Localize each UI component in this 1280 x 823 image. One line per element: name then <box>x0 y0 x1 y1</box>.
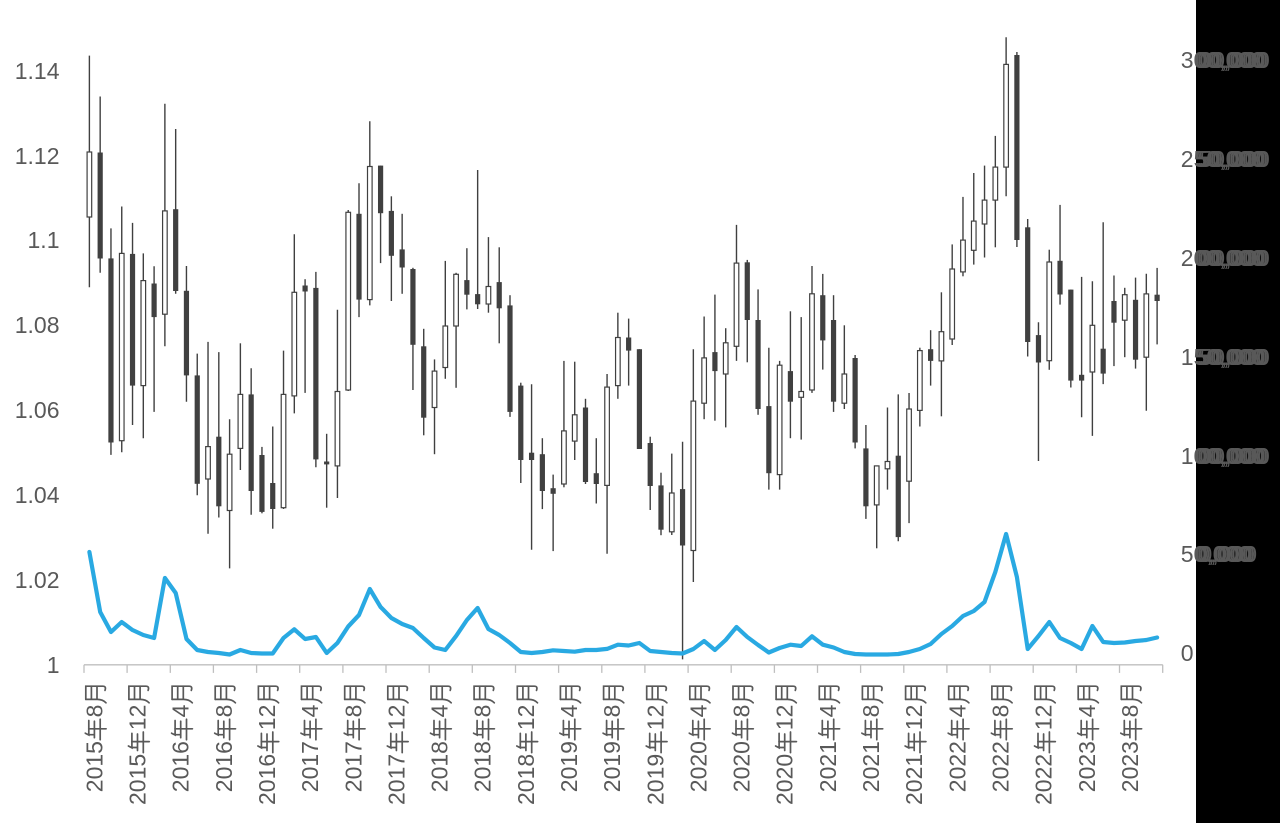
svg-text:8: 8 <box>211 705 237 718</box>
svg-text:8: 8 <box>858 705 884 718</box>
svg-text:2022: 2022 <box>944 741 970 792</box>
svg-text:12: 12 <box>772 705 798 731</box>
svg-text:4: 4 <box>556 704 582 717</box>
svg-text:2015: 2015 <box>81 741 107 792</box>
svg-text:8: 8 <box>340 705 366 718</box>
svg-text:8: 8 <box>470 705 496 718</box>
svg-text:12: 12 <box>254 705 280 731</box>
svg-text:2016: 2016 <box>211 741 237 792</box>
svg-text:2016: 2016 <box>168 741 194 792</box>
svg-text:2019: 2019 <box>642 754 668 805</box>
svg-text:4: 4 <box>944 704 970 717</box>
svg-text:12: 12 <box>642 705 668 731</box>
svg-text:8: 8 <box>81 705 107 718</box>
svg-text:12: 12 <box>383 705 409 731</box>
svg-text:12: 12 <box>125 705 151 731</box>
svg-text:2023: 2023 <box>1117 741 1143 792</box>
svg-text:2017: 2017 <box>297 741 323 792</box>
svg-text:4: 4 <box>297 704 323 717</box>
svg-text:2019: 2019 <box>556 741 582 792</box>
svg-text:4: 4 <box>815 704 841 717</box>
svg-text:2017: 2017 <box>383 754 409 805</box>
svg-text:2020: 2020 <box>685 741 711 792</box>
svg-text:12: 12 <box>513 705 539 731</box>
svg-text:2022: 2022 <box>988 741 1014 792</box>
svg-text:4: 4 <box>685 704 711 717</box>
svg-text:2016: 2016 <box>254 754 280 805</box>
svg-text:8: 8 <box>988 705 1014 718</box>
svg-text:8: 8 <box>599 705 625 718</box>
svg-text:2018: 2018 <box>470 741 496 792</box>
svg-text:8: 8 <box>1117 705 1143 718</box>
svg-text:2021: 2021 <box>815 741 841 792</box>
svg-text:2020: 2020 <box>729 741 755 792</box>
svg-text:2021: 2021 <box>901 754 927 805</box>
svg-text:2015: 2015 <box>125 754 151 805</box>
svg-text:4: 4 <box>1074 704 1100 717</box>
svg-text:2017: 2017 <box>340 741 366 792</box>
svg-text:2020: 2020 <box>772 754 798 805</box>
svg-text:12: 12 <box>901 705 927 731</box>
svg-text:8: 8 <box>729 705 755 718</box>
svg-text:2021: 2021 <box>858 741 884 792</box>
svg-text:2019: 2019 <box>599 741 625 792</box>
svg-text:4: 4 <box>427 704 453 717</box>
svg-text:2018: 2018 <box>427 741 453 792</box>
svg-text:2022: 2022 <box>1031 754 1057 805</box>
svg-text:4: 4 <box>168 704 194 717</box>
svg-text:12: 12 <box>1031 705 1057 731</box>
svg-text:2018: 2018 <box>513 754 539 805</box>
svg-text:2023: 2023 <box>1074 741 1100 792</box>
